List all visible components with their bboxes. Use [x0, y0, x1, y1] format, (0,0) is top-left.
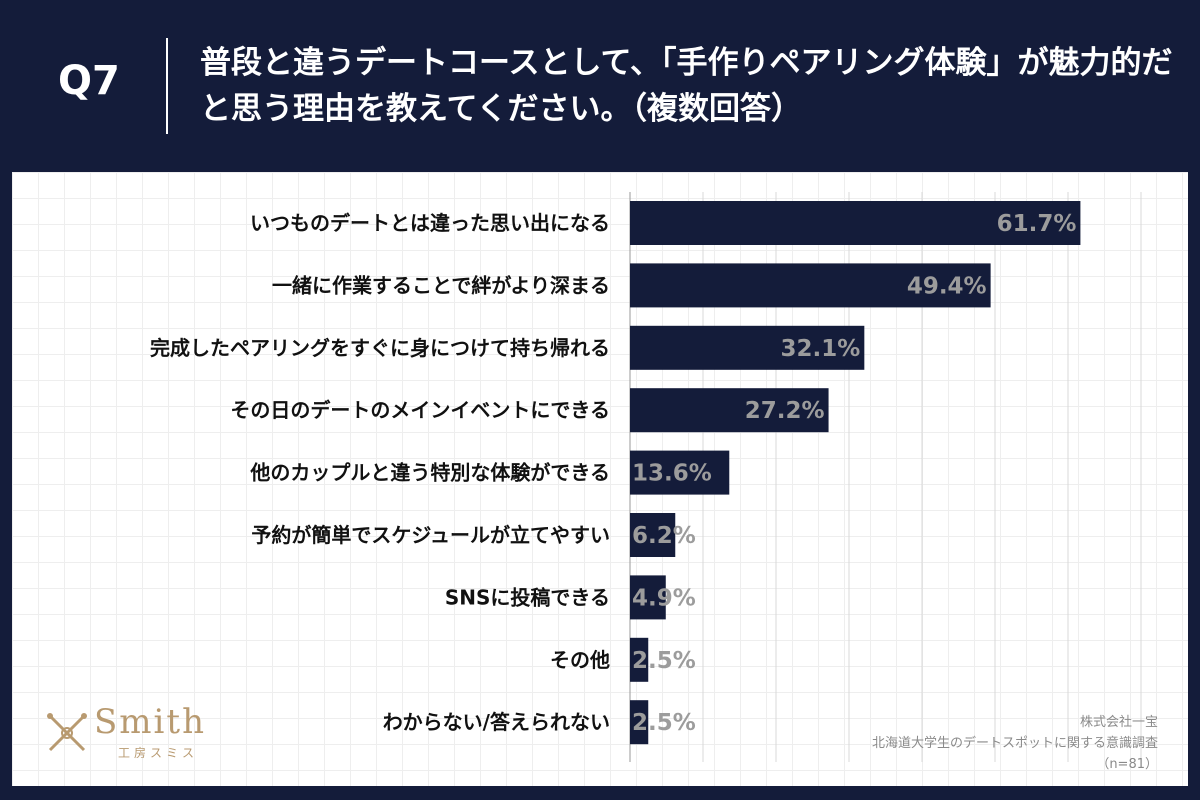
value-label: 32.1%	[781, 336, 861, 362]
header-divider	[166, 38, 168, 134]
value-label: 6.2%	[632, 523, 696, 549]
category-label: 一緒に作業することで絆がより深まる	[272, 273, 610, 297]
category-label: 予約が簡単でスケジュールが立てやすい	[251, 523, 610, 547]
bar	[630, 450, 730, 495]
bar	[630, 700, 649, 745]
bar	[630, 575, 666, 620]
category-label: SNSに投稿できる	[445, 585, 610, 609]
question-text: 普段と違うデートコースとして、「手作りペアリング体験」が魅力的だと思う理由を教え…	[200, 45, 1173, 127]
category-label: いつものデートとは違った思い出になる	[250, 211, 610, 235]
smith-logo: Smith 工房スミス	[38, 702, 238, 766]
source-sample: （n=81）	[1096, 757, 1158, 772]
value-label: 13.6%	[632, 461, 712, 487]
value-label: 4.9%	[632, 585, 696, 611]
header: Q7 普段と違うデートコースとして、「手作りペアリング体験」が魅力的だと思う理由…	[0, 0, 1200, 170]
chart-panel: いつものデートとは違った思い出になる 61.7% 一緒に作業することで絆がより深まる…	[12, 172, 1188, 786]
value-label: 49.4%	[907, 273, 987, 299]
value-label: 61.7%	[997, 211, 1077, 237]
logo-name: Smith	[94, 702, 206, 742]
crossed-tools-icon	[47, 713, 87, 752]
bar	[630, 637, 649, 682]
category-label: その日のデートのメインイベントにできる	[230, 398, 610, 422]
category-label: 完成したペアリングをすぐに身につけて持ち帰れる	[150, 336, 610, 360]
value-label: 27.2%	[745, 398, 825, 424]
source-survey: 北海道大学生のデートスポットに関する意識調査	[871, 736, 1158, 751]
bar	[630, 513, 676, 557]
value-label: 2.5%	[632, 710, 696, 736]
bar	[630, 388, 829, 433]
source-note: 株式会社一宝 北海道大学生のデートスポットに関する意識調査 （n=81）	[738, 712, 1158, 775]
bar	[630, 263, 991, 308]
category-label: その他	[550, 648, 610, 672]
bar	[630, 325, 865, 370]
bar-chart: いつものデートとは違った思い出になる 61.7% 一緒に作業することで絆がより深まる…	[150, 192, 1142, 762]
category-label: わからない/答えられない	[383, 710, 610, 734]
source-company: 株式会社一宝	[1079, 715, 1158, 730]
value-label: 2.5%	[632, 648, 696, 674]
question-number: Q7	[58, 58, 120, 104]
logo-subtitle: 工房スミス	[118, 746, 199, 760]
category-label: 他のカップルと違う特別な体験ができる	[249, 461, 610, 485]
bar	[630, 201, 1081, 245]
